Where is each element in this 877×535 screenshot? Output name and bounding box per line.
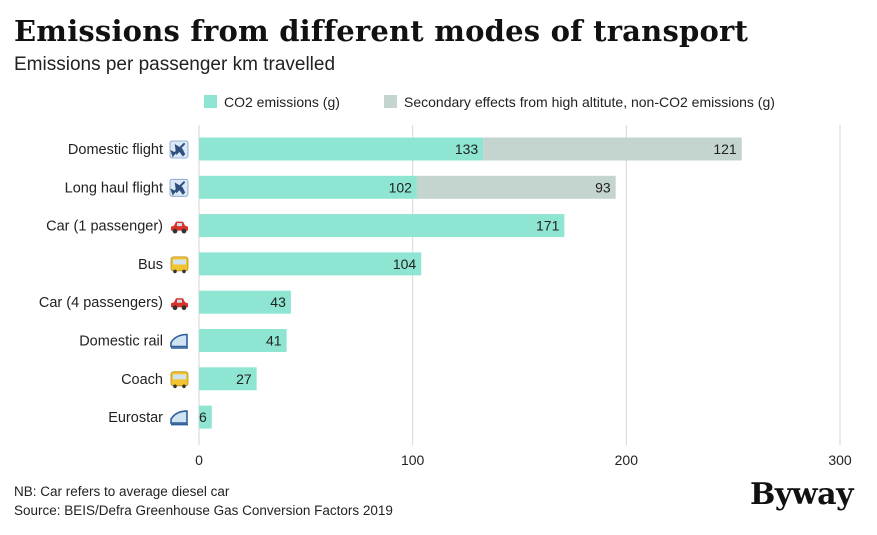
bar-co2 <box>199 214 565 238</box>
x-tick-label: 200 <box>615 452 639 468</box>
footnote-source: Source: BEIS/Defra Greenhouse Gas Conver… <box>14 503 393 518</box>
bar-secondary <box>416 175 616 199</box>
category-label: Domestic flight <box>68 142 163 158</box>
x-axis-ticks: 0 100 200 300 <box>195 452 852 468</box>
bar-secondary <box>483 137 742 161</box>
category-label: Car (1 passenger) <box>46 219 163 235</box>
chart-title: Emissions from different modes of transp… <box>14 14 749 48</box>
x-tick-label: 0 <box>195 452 203 468</box>
airplane-icon <box>169 178 189 197</box>
airplane-icon <box>169 140 189 159</box>
category-label: Eurostar <box>108 410 163 426</box>
data-label: 27 <box>236 371 252 387</box>
car-icon <box>171 221 188 234</box>
bars: 133 121 102 93 171 104 43 41 27 6 <box>199 137 742 429</box>
bus-icon <box>170 371 189 389</box>
data-label: 121 <box>713 141 737 157</box>
data-label: 41 <box>266 333 282 349</box>
category-label: Long haul flight <box>65 180 163 196</box>
train-icon <box>170 333 188 349</box>
x-tick-label: 100 <box>401 452 425 468</box>
bar-co2 <box>199 367 257 391</box>
data-label: 171 <box>536 218 560 234</box>
data-label: 6 <box>199 409 207 425</box>
x-tick-label: 300 <box>828 452 852 468</box>
category-labels: Domestic flight Long haul flight Car (1 pa… <box>39 140 189 426</box>
car-icon <box>171 298 188 311</box>
footnote-nb: NB: Car refers to average diesel car <box>14 484 230 499</box>
legend-label: Secondary effects from high altitute, no… <box>404 94 775 110</box>
bar-co2 <box>199 175 417 199</box>
chart-subtitle: Emissions per passenger km travelled <box>14 54 336 75</box>
bar-co2 <box>199 329 287 352</box>
bar-co2 <box>199 290 291 314</box>
legend-label: CO2 emissions (g) <box>224 94 340 110</box>
category-label: Coach <box>121 372 163 388</box>
train-icon <box>170 410 188 426</box>
category-label: Domestic rail <box>79 334 163 350</box>
data-label: 93 <box>595 179 611 195</box>
bar-co2 <box>199 405 212 429</box>
category-label: Bus <box>138 257 163 273</box>
bar-co2 <box>199 137 484 161</box>
legend-swatch <box>384 95 397 108</box>
bus-icon <box>170 256 189 274</box>
category-label: Car (4 passengers) <box>39 295 163 311</box>
gridlines <box>198 125 841 445</box>
bar-co2 <box>199 252 422 276</box>
legend-swatch <box>204 95 217 108</box>
data-label: 43 <box>270 294 286 310</box>
data-label: 104 <box>393 256 417 272</box>
data-label: 133 <box>455 141 479 157</box>
legend: CO2 emissions (g) Secondary effects from … <box>204 94 775 110</box>
byway-logo: Byway <box>750 477 853 512</box>
data-label: 102 <box>389 179 413 195</box>
